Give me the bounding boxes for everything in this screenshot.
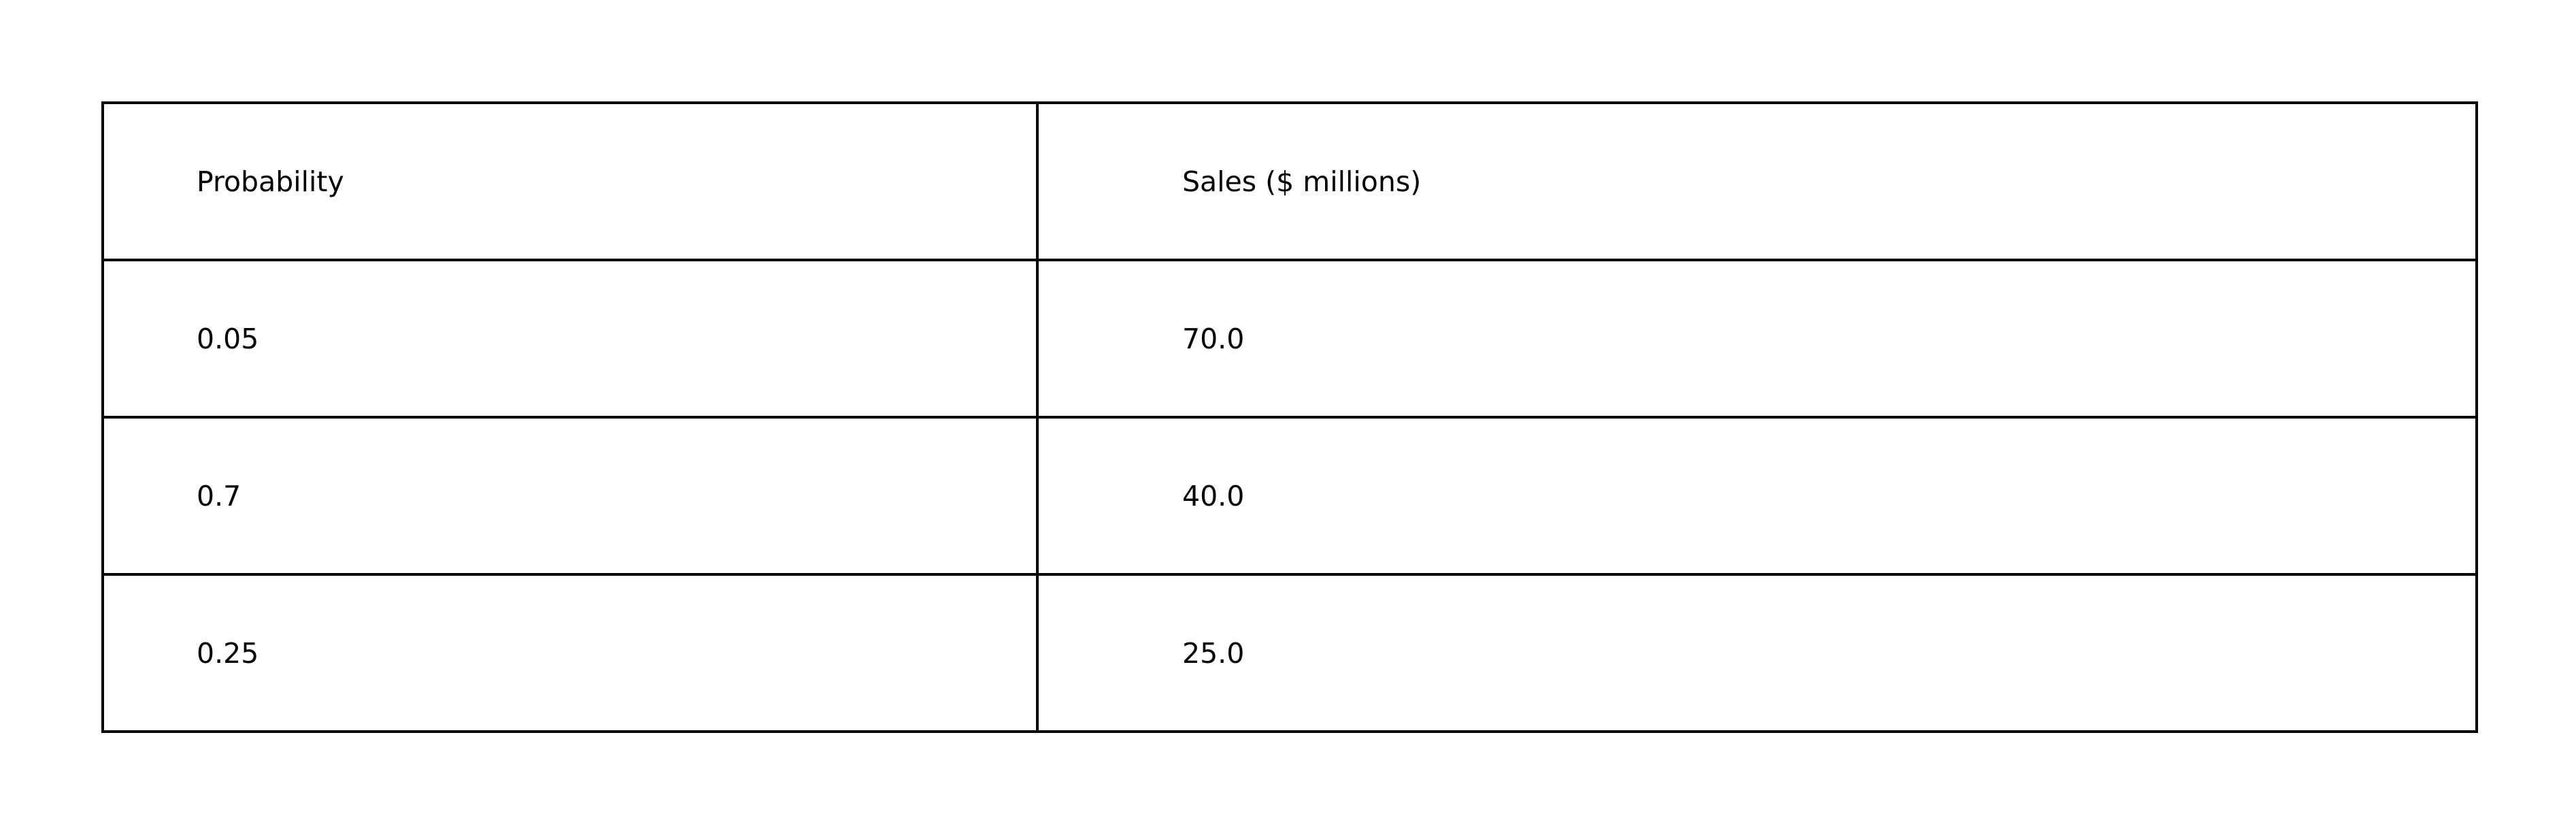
cell-sales: 25.0 bbox=[1036, 573, 2478, 733]
table-row: 0.05 70.0 bbox=[101, 259, 2478, 419]
probability-sales-table-container: Probability Sales ($ millions) 0.05 70.0… bbox=[101, 101, 2478, 733]
cell-sales: 40.0 bbox=[1036, 416, 2478, 576]
table-row: 0.7 40.0 bbox=[101, 416, 2478, 576]
table-header-row: Probability Sales ($ millions) bbox=[101, 101, 2478, 261]
header-probability: Probability bbox=[101, 101, 1039, 261]
cell-probability: 0.7 bbox=[101, 416, 1039, 576]
cell-sales: 70.0 bbox=[1036, 259, 2478, 419]
cell-probability: 0.05 bbox=[101, 259, 1039, 419]
table-row: 0.25 25.0 bbox=[101, 573, 2478, 733]
probability-sales-table: Probability Sales ($ millions) 0.05 70.0… bbox=[101, 101, 2478, 733]
header-sales: Sales ($ millions) bbox=[1036, 101, 2478, 261]
cell-probability: 0.25 bbox=[101, 573, 1039, 733]
